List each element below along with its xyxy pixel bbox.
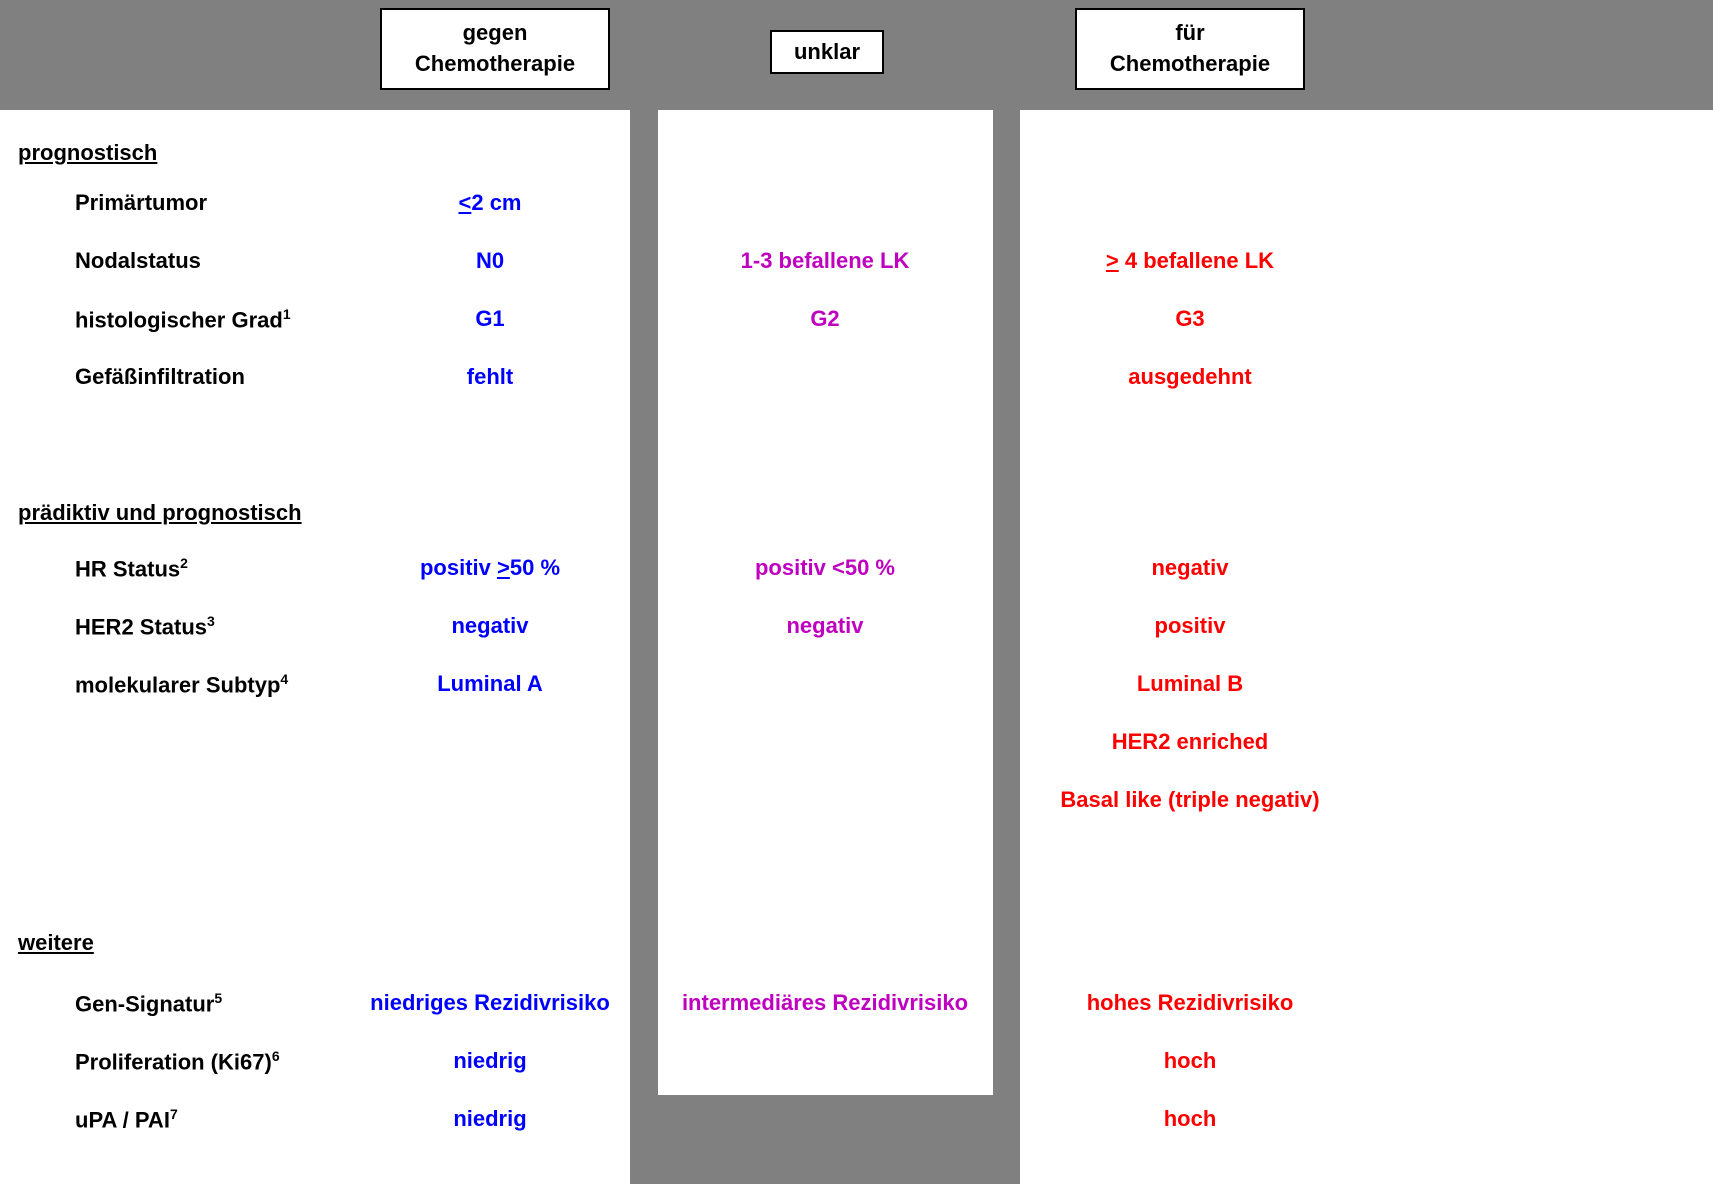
header-for: für Chemotherapie	[1075, 8, 1305, 90]
header-for-line1: für	[1175, 20, 1204, 45]
value-against: Luminal A	[320, 671, 660, 697]
row-label: Primärtumor	[75, 190, 207, 216]
value-unclear: 1-3 befallene LK	[655, 248, 995, 274]
row-label: molekularer Subtyp4	[75, 671, 288, 698]
value-unclear: positiv <50 %	[655, 555, 995, 581]
header-for-line2: Chemotherapie	[1110, 51, 1270, 76]
value-against: niedrig	[320, 1106, 660, 1132]
value-against: fehlt	[320, 364, 660, 390]
value-for: hohes Rezidivrisiko	[1020, 990, 1360, 1016]
value-unclear: negativ	[655, 613, 995, 639]
value-against: negativ	[320, 613, 660, 639]
value-for: Basal like (triple negativ)	[1020, 787, 1360, 813]
value-against: N0	[320, 248, 660, 274]
header-unclear: unklar	[770, 30, 884, 74]
row-label: uPA / PAI7	[75, 1106, 178, 1133]
value-against: G1	[320, 306, 660, 332]
row-label: HR Status2	[75, 555, 188, 582]
value-against: positiv >50 %	[320, 555, 660, 581]
chemo-decision-table: gegen Chemotherapie unklar für Chemother…	[0, 0, 1713, 1184]
row-label: Gen-Signatur5	[75, 990, 222, 1017]
header-against-line1: gegen	[463, 20, 528, 45]
value-for: > 4 befallene LK	[1020, 248, 1360, 274]
row-label: Gefäßinfiltration	[75, 364, 245, 390]
value-for: positiv	[1020, 613, 1360, 639]
value-unclear: intermediäres Rezidivrisiko	[655, 990, 995, 1016]
section-title: weitere	[18, 930, 94, 956]
value-for: HER2 enriched	[1020, 729, 1360, 755]
value-for: ausgedehnt	[1020, 364, 1360, 390]
section-title: prädiktiv und prognostisch	[18, 500, 302, 526]
value-for: Luminal B	[1020, 671, 1360, 697]
header-against-line2: Chemotherapie	[415, 51, 575, 76]
row-label: histologischer Grad1	[75, 306, 291, 333]
value-unclear: G2	[655, 306, 995, 332]
value-against: <2 cm	[320, 190, 660, 216]
value-against: niedriges Rezidivrisiko	[320, 990, 660, 1016]
row-label: HER2 Status3	[75, 613, 215, 640]
value-for: hoch	[1020, 1106, 1360, 1132]
row-label: Nodalstatus	[75, 248, 201, 274]
header-unclear-text: unklar	[794, 37, 860, 68]
header-against: gegen Chemotherapie	[380, 8, 610, 90]
value-for: negativ	[1020, 555, 1360, 581]
value-for: G3	[1020, 306, 1360, 332]
row-label: Proliferation (Ki67)6	[75, 1048, 280, 1075]
section-title: prognostisch	[18, 140, 157, 166]
value-against: niedrig	[320, 1048, 660, 1074]
value-for: hoch	[1020, 1048, 1360, 1074]
